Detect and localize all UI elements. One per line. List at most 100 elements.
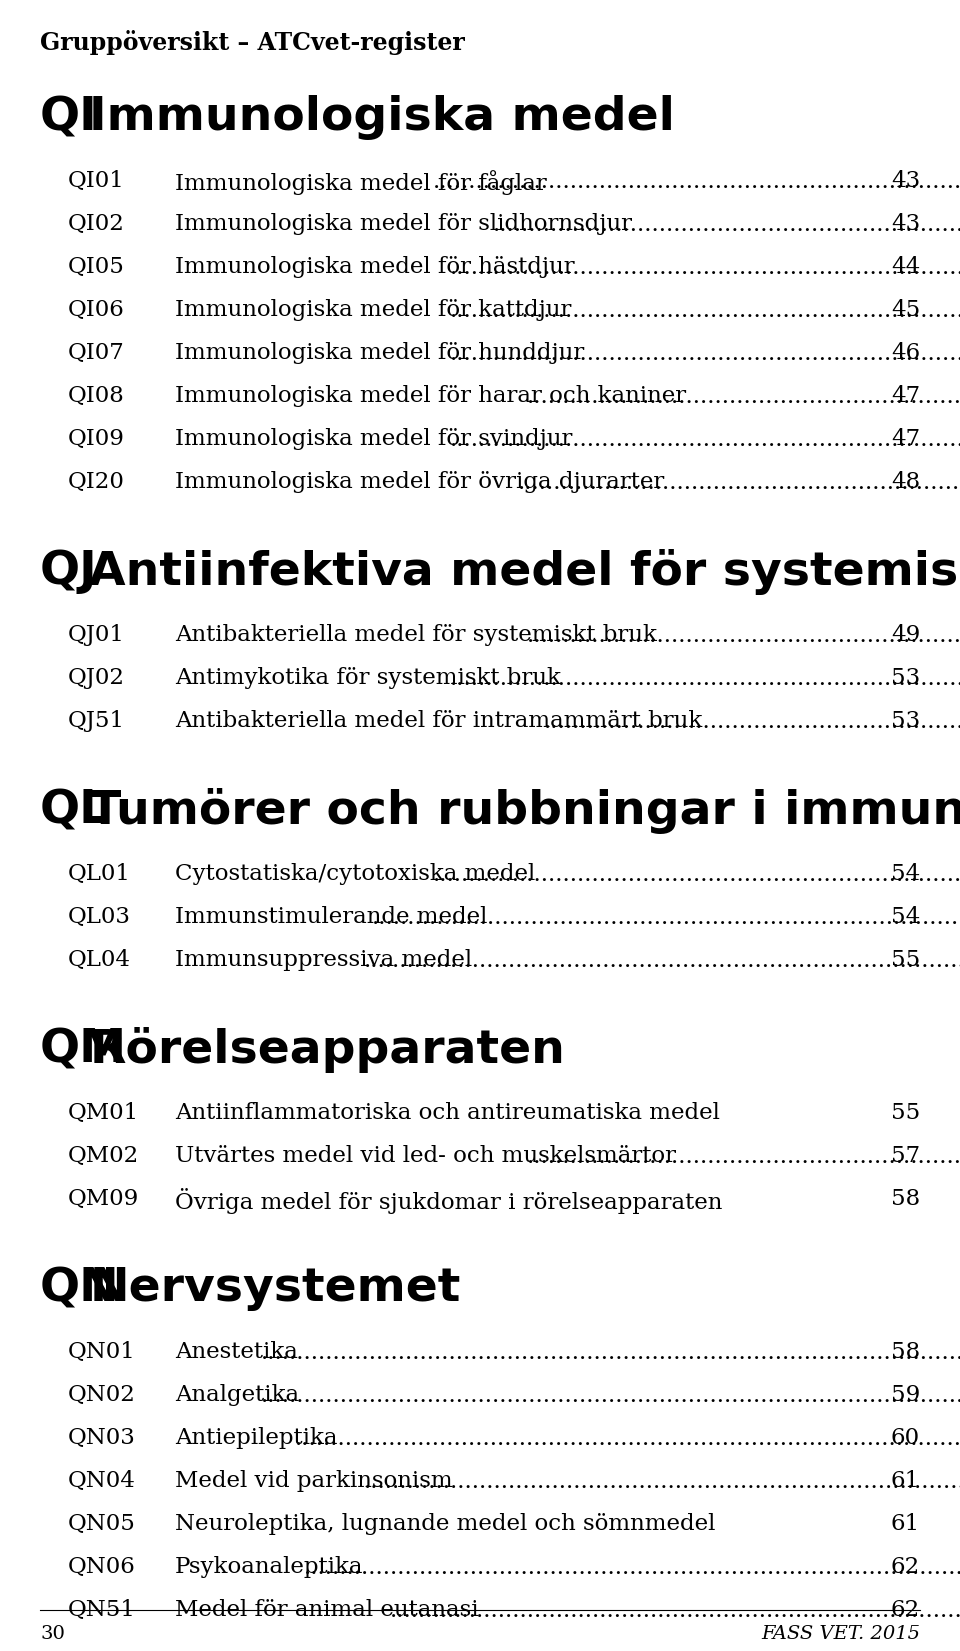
Text: QL04: QL04 (68, 949, 131, 971)
Text: Immunstimulerande medel: Immunstimulerande medel (175, 906, 488, 928)
Text: 43: 43 (891, 213, 920, 234)
Text: Antibakteriella medel för systemiskt bruk: Antibakteriella medel för systemiskt bru… (175, 624, 657, 646)
Text: 61: 61 (891, 1469, 920, 1493)
Text: Medel för animal eutanasi: Medel för animal eutanasi (175, 1600, 479, 1621)
Text: ................................................................................: ........................................… (372, 906, 960, 930)
Text: FASS VET. 2015: FASS VET. 2015 (761, 1625, 920, 1643)
Text: QI02: QI02 (68, 213, 125, 234)
Text: QN01: QN01 (68, 1341, 135, 1364)
Text: ..............................................................................: ........................................… (432, 863, 960, 887)
Text: QJ01: QJ01 (68, 624, 125, 646)
Text: QI05: QI05 (68, 256, 125, 277)
Text: ................................................................................: ........................................… (390, 1600, 960, 1621)
Text: 43: 43 (891, 170, 920, 192)
Text: 59: 59 (891, 1384, 920, 1407)
Text: Immunologiska medel för harar och kaniner: Immunologiska medel för harar och kanine… (175, 385, 686, 408)
Text: QN02: QN02 (68, 1384, 136, 1407)
Text: Immunologiska medel för slidhornsdjur: Immunologiska medel för slidhornsdjur (175, 213, 632, 234)
Text: Immunsuppressiva medel: Immunsuppressiva medel (175, 949, 472, 971)
Text: QI08: QI08 (68, 385, 125, 408)
Text: 55: 55 (891, 1101, 920, 1124)
Text: 30: 30 (40, 1625, 65, 1643)
Text: QI01: QI01 (68, 170, 125, 192)
Text: 44: 44 (891, 256, 920, 277)
Text: QN04: QN04 (68, 1469, 136, 1493)
Text: Neuroleptika, lugnande medel och sömnmedel: Neuroleptika, lugnande medel och sömnmed… (175, 1512, 715, 1535)
Text: Antibakteriella medel för intramammärt bruk: Antibakteriella medel för intramammärt b… (175, 710, 703, 731)
Text: 58: 58 (891, 1341, 920, 1364)
Text: QI06: QI06 (68, 299, 125, 320)
Text: QI07: QI07 (68, 342, 125, 363)
Text: 54: 54 (891, 863, 920, 885)
Text: Anestetika: Anestetika (175, 1341, 298, 1364)
Text: QJ51: QJ51 (68, 710, 125, 731)
Text: 62: 62 (891, 1600, 920, 1621)
Text: Antiinfektiva medel för systemiskt bruk: Antiinfektiva medel för systemiskt bruk (89, 550, 960, 594)
Text: 54: 54 (891, 906, 920, 928)
Text: Tumörer och rubbningar i immunsystemet: Tumörer och rubbningar i immunsystemet (89, 788, 960, 834)
Text: Rörelseapparaten: Rörelseapparaten (89, 1027, 565, 1073)
Text: ...........................................................................: ........................................… (449, 429, 960, 451)
Text: 47: 47 (891, 385, 920, 408)
Text: QL01: QL01 (68, 863, 131, 885)
Text: ...........................................................................: ........................................… (449, 258, 960, 279)
Text: Antiepileptika: Antiepileptika (175, 1426, 338, 1450)
Text: 53: 53 (891, 710, 920, 731)
Text: QN03: QN03 (68, 1426, 136, 1450)
Text: ................................................................................: ........................................… (295, 1428, 960, 1450)
Text: 53: 53 (891, 667, 920, 688)
Text: 55: 55 (891, 949, 920, 971)
Text: QJ: QJ (40, 550, 98, 594)
Text: Antiinflammatoriska och antireumatiska medel: Antiinflammatoriska och antireumatiska m… (175, 1101, 720, 1124)
Text: QM: QM (40, 1027, 127, 1071)
Text: ...........................................................................: ........................................… (449, 300, 960, 322)
Text: 57: 57 (891, 1146, 920, 1167)
Text: 60: 60 (891, 1426, 920, 1450)
Text: 62: 62 (891, 1555, 920, 1578)
Text: ................................................................................: ........................................… (364, 1471, 960, 1493)
Text: 48: 48 (891, 471, 920, 494)
Text: QM09: QM09 (68, 1189, 139, 1210)
Text: Utvärtes medel vid led- och muskelsmärtor: Utvärtes medel vid led- och muskelsmärto… (175, 1146, 676, 1167)
Text: QI: QI (40, 96, 98, 140)
Text: Medel vid parkinsonism: Medel vid parkinsonism (175, 1469, 452, 1493)
Text: ...........................................................: ........................................… (544, 712, 960, 733)
Text: ..............................................................: ........................................… (527, 624, 960, 647)
Text: ................................................................: ........................................… (518, 472, 960, 494)
Text: QM01: QM01 (68, 1101, 139, 1124)
Text: 46: 46 (891, 342, 920, 363)
Text: 58: 58 (891, 1189, 920, 1210)
Text: ..............................................................: ........................................… (527, 386, 960, 408)
Text: ................................................................................: ........................................… (261, 1342, 960, 1364)
Text: ..............................................................: ........................................… (527, 1146, 960, 1167)
Text: Övriga medel för sjukdomar i rörelseapparaten: Övriga medel för sjukdomar i rörelseappa… (175, 1189, 722, 1213)
Text: Immunologiska medel för övriga djurarter: Immunologiska medel för övriga djurarter (175, 471, 664, 494)
Text: QI09: QI09 (68, 428, 125, 451)
Text: QN: QN (40, 1266, 120, 1311)
Text: Immunologiska medel: Immunologiska medel (89, 96, 675, 140)
Text: ................................................................................: ........................................… (303, 1557, 960, 1578)
Text: QL: QL (40, 788, 110, 834)
Text: Immunologiska medel för hästdjur: Immunologiska medel för hästdjur (175, 256, 575, 277)
Text: ................................................................................: ........................................… (364, 949, 960, 972)
Text: Antimykotika för systemiskt bruk: Antimykotika för systemiskt bruk (175, 667, 561, 688)
Text: QL03: QL03 (68, 906, 131, 928)
Text: 49: 49 (891, 624, 920, 646)
Text: Psykoanaleptika: Psykoanaleptika (175, 1555, 364, 1578)
Text: Gruppöversikt – ATCvet-register: Gruppöversikt – ATCvet-register (40, 30, 465, 54)
Text: ...........................................................................: ........................................… (449, 667, 960, 690)
Text: ....................................................................: ........................................… (492, 215, 960, 236)
Text: QI20: QI20 (68, 471, 125, 494)
Text: Immunologiska medel för hunddjur: Immunologiska medel för hunddjur (175, 342, 585, 363)
Text: Nervsystemet: Nervsystemet (89, 1266, 461, 1311)
Text: 45: 45 (891, 299, 920, 320)
Text: Analgetika: Analgetika (175, 1384, 300, 1407)
Text: Immunologiska medel för kattdjur: Immunologiska medel för kattdjur (175, 299, 571, 320)
Text: ...........................................................................: ........................................… (449, 343, 960, 365)
Text: QM02: QM02 (68, 1146, 139, 1167)
Text: 47: 47 (891, 428, 920, 451)
Text: Cytostatiska/cytotoxiska medel: Cytostatiska/cytotoxiska medel (175, 863, 536, 885)
Text: ................................................................................: ........................................… (261, 1385, 960, 1407)
Text: QJ02: QJ02 (68, 667, 125, 688)
Text: Immunologiska medel för svindjur: Immunologiska medel för svindjur (175, 428, 572, 451)
